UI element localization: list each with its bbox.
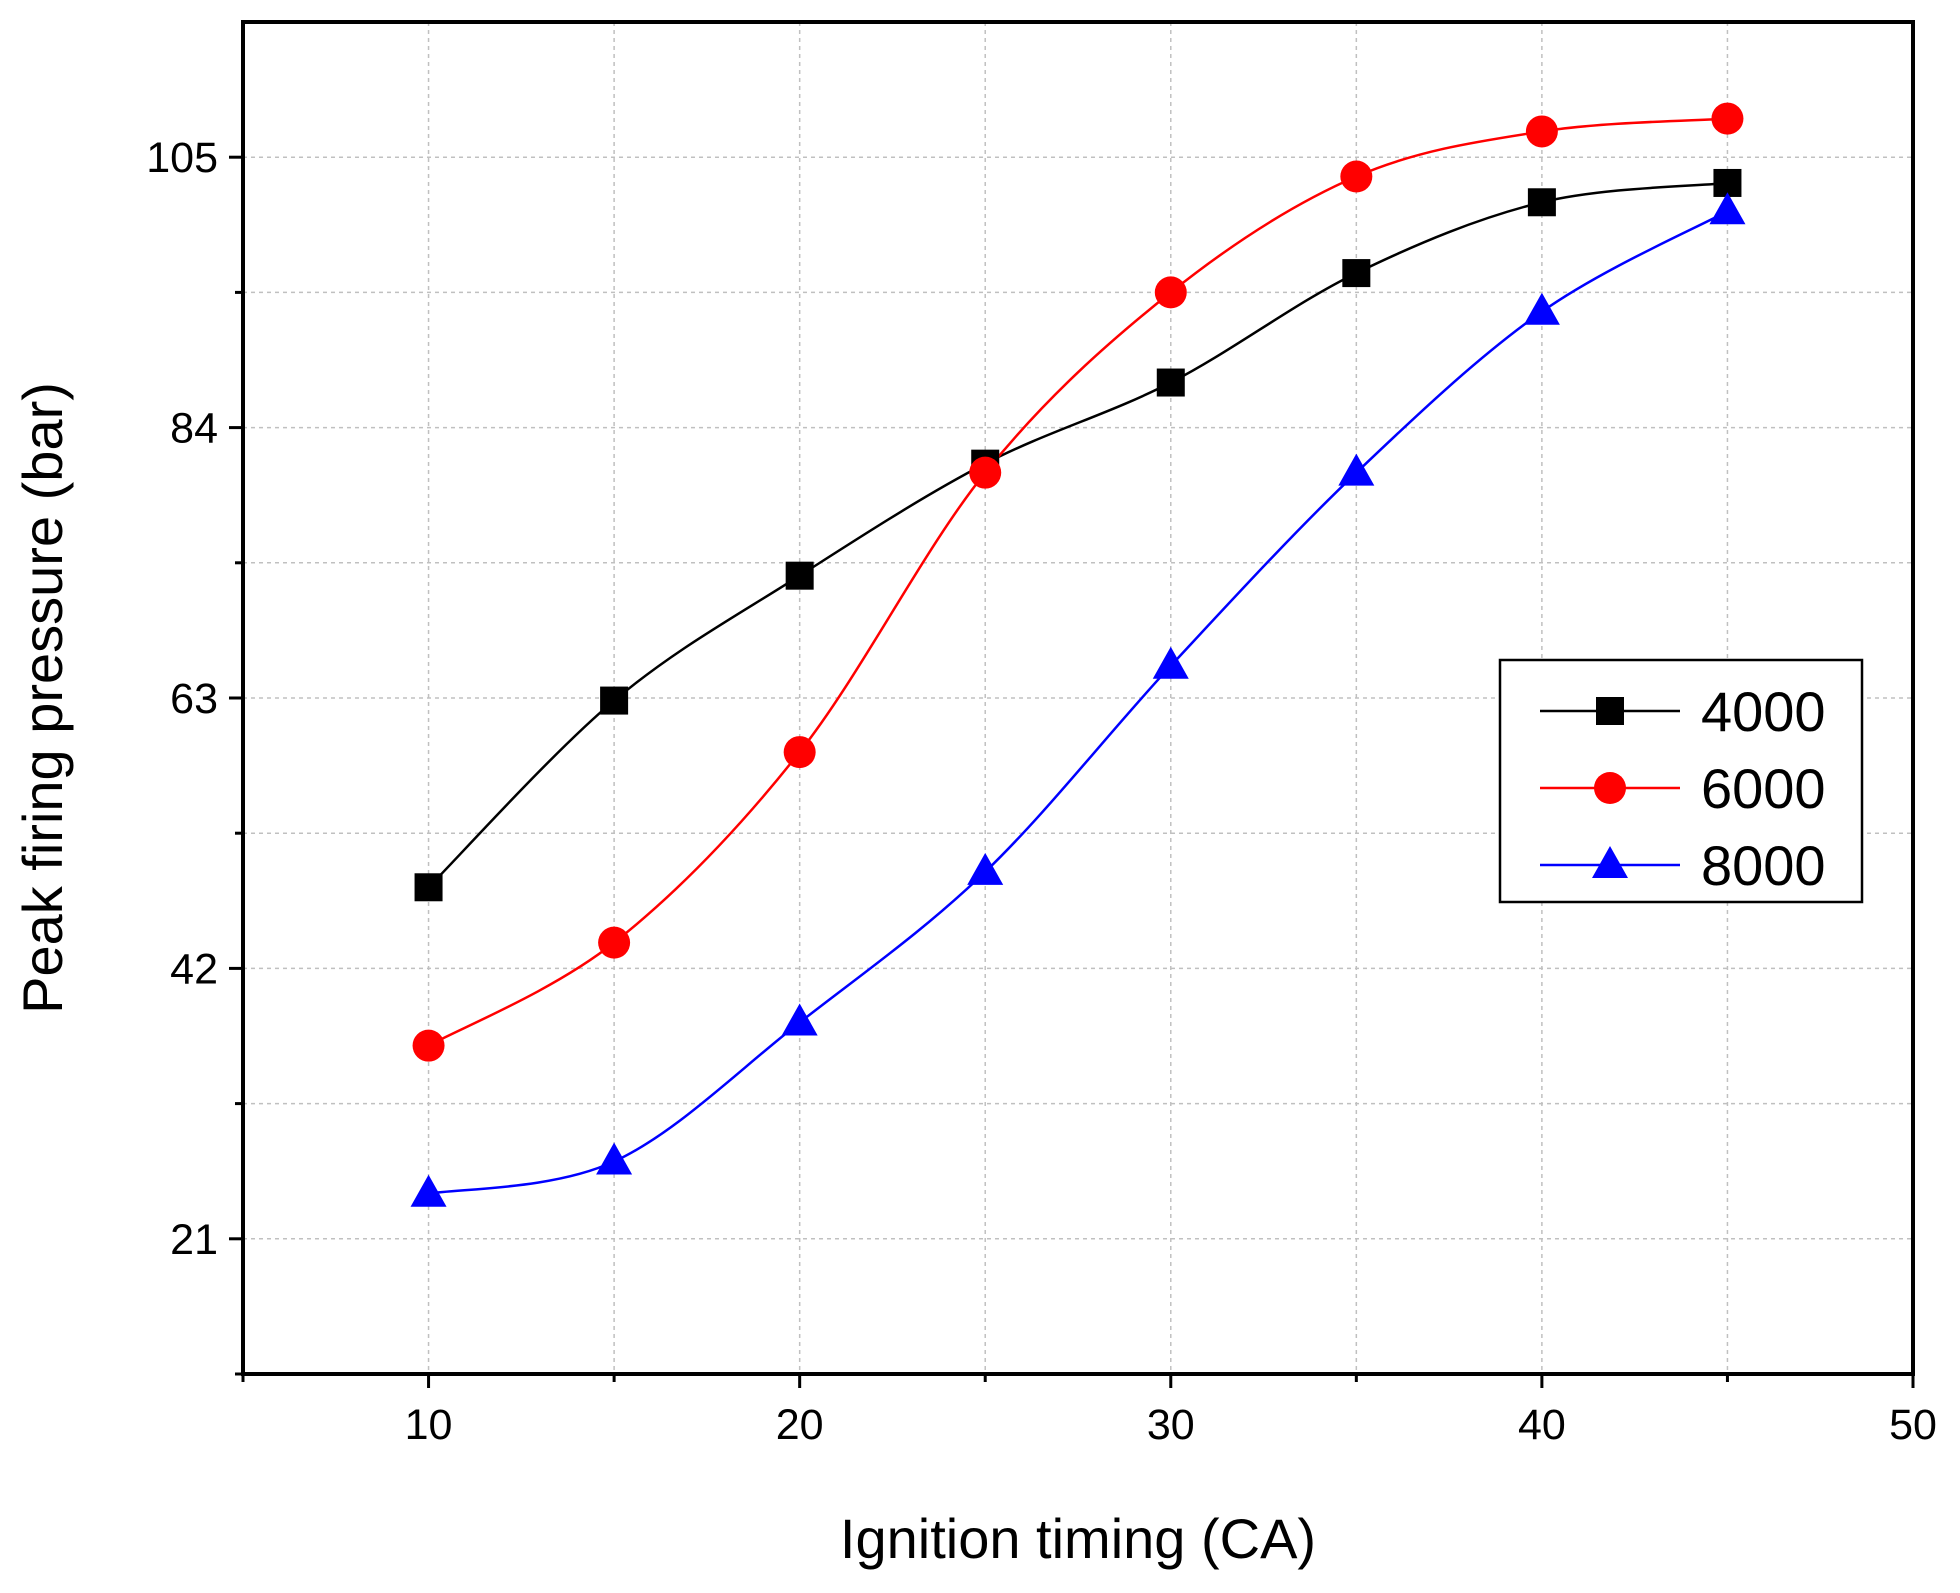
series-line-6000 xyxy=(427,117,1728,1047)
legend-marker xyxy=(1596,697,1624,725)
data-point-6000 xyxy=(598,926,631,959)
x-tick-label: 20 xyxy=(776,1401,824,1449)
y-tick-label: 105 xyxy=(146,134,218,182)
x-tick-label: 30 xyxy=(1147,1401,1195,1449)
axes: 10 20 30 40 50 21 42 63 84 105 xyxy=(146,134,1937,1449)
y-tick-label: 63 xyxy=(170,675,218,723)
data-point-4000 xyxy=(1527,188,1556,217)
data-point-8000 xyxy=(410,1174,447,1207)
data-point-8000 xyxy=(781,1003,818,1036)
legend-marker xyxy=(1594,772,1626,804)
data-point-4000 xyxy=(1342,259,1371,288)
data-point-6000 xyxy=(1154,276,1187,309)
data-point-6000 xyxy=(783,736,816,769)
data-point-8000 xyxy=(1523,292,1560,325)
y-tick-label: 42 xyxy=(170,945,218,993)
series-markers xyxy=(410,102,1746,1207)
x-tick-label: 40 xyxy=(1518,1401,1566,1449)
data-point-8000 xyxy=(596,1142,633,1175)
legend: 4000 6000 8000 xyxy=(1498,658,1864,904)
data-point-4000 xyxy=(1156,368,1185,397)
data-point-6000 xyxy=(969,456,1002,489)
data-point-4000 xyxy=(414,873,443,902)
data-point-8000 xyxy=(1152,646,1189,679)
data-point-8000 xyxy=(1709,192,1746,225)
series-line-8000 xyxy=(428,210,1729,1195)
data-point-6000 xyxy=(1525,115,1558,148)
y-axis-title: Peak firing pressure (bar) xyxy=(11,382,74,1014)
data-point-6000 xyxy=(1711,102,1744,135)
x-tick-label: 50 xyxy=(1889,1401,1937,1449)
data-point-6000 xyxy=(412,1029,445,1062)
x-tick-label: 10 xyxy=(405,1401,453,1449)
data-point-8000 xyxy=(1338,453,1375,486)
legend-label: 8000 xyxy=(1701,834,1826,897)
legend-marker xyxy=(1592,846,1628,878)
data-point-4000 xyxy=(785,561,814,590)
legend-box xyxy=(1498,658,1864,904)
legend-label: 6000 xyxy=(1701,757,1826,820)
y-tick-label: 84 xyxy=(170,405,218,453)
data-point-8000 xyxy=(967,852,1004,885)
data-point-6000 xyxy=(1340,160,1373,193)
data-point-4000 xyxy=(600,686,629,715)
y-tick-label: 21 xyxy=(170,1216,218,1264)
legend-label: 4000 xyxy=(1701,680,1826,743)
x-axis-title: Ignition timing (CA) xyxy=(840,1507,1316,1570)
